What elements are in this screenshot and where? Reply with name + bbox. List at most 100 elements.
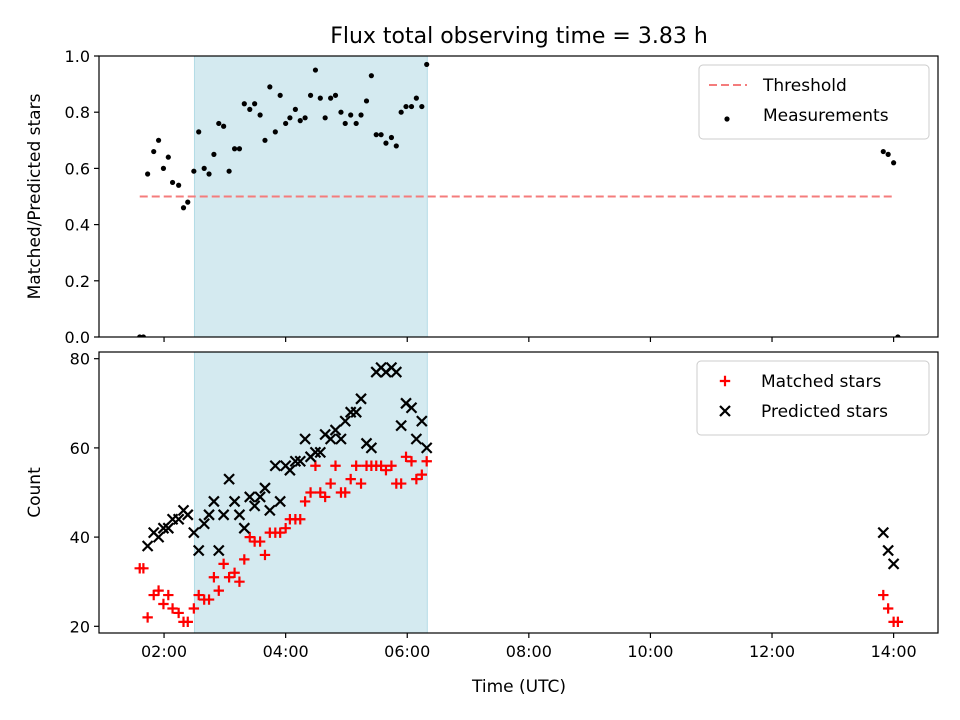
data-point	[229, 567, 240, 578]
data-point	[877, 526, 890, 539]
data-point	[395, 478, 407, 489]
legend-swatch	[724, 116, 730, 122]
data-point	[223, 473, 235, 485]
y-tick-label: 80	[70, 350, 90, 369]
data-point	[264, 504, 276, 517]
legend: Matched stars Predicted stars	[696, 360, 930, 436]
data-point	[238, 522, 251, 534]
data-point	[406, 456, 417, 467]
data-point	[153, 585, 164, 596]
legend-swatch	[719, 405, 731, 417]
data-point	[182, 616, 193, 628]
data-point	[163, 589, 174, 601]
data-point	[355, 478, 367, 489]
data-point	[299, 496, 311, 507]
data-point	[338, 109, 344, 115]
data-point	[280, 522, 291, 534]
data-point	[223, 572, 235, 583]
data-point	[398, 109, 404, 115]
data-point	[252, 101, 258, 107]
series-predicted-stars	[141, 361, 900, 570]
x-tick-label: 08:00	[506, 642, 552, 661]
data-point	[365, 442, 378, 454]
data-point	[228, 495, 241, 508]
data-point	[160, 165, 167, 171]
data-point	[248, 500, 261, 512]
x-tick-label: 10:00	[627, 642, 673, 661]
data-point	[211, 151, 217, 157]
data-point	[322, 115, 328, 121]
data-point	[188, 603, 200, 614]
data-point	[878, 589, 889, 601]
data-point	[201, 165, 207, 171]
data-point	[335, 433, 347, 445]
data-point	[254, 536, 266, 547]
data-point	[151, 148, 157, 155]
data-point	[155, 137, 162, 143]
data-point	[358, 112, 364, 118]
y-tick-label: 60	[70, 439, 90, 458]
data-point	[262, 137, 268, 143]
data-point	[408, 103, 415, 110]
y-tick-label: 20	[70, 617, 90, 636]
series-matched-stars	[134, 451, 904, 628]
data-point	[167, 603, 178, 614]
data-point	[257, 112, 263, 118]
data-point	[350, 460, 362, 471]
y-tick-label: 0.8	[65, 103, 90, 122]
data-point	[891, 160, 897, 166]
legend-box	[698, 64, 930, 140]
axes-frame	[98, 351, 939, 634]
data-point	[152, 531, 165, 543]
data-point	[274, 495, 286, 508]
data-point	[192, 544, 205, 557]
count-panel: 02:00 04:00 06:00 08:00 10:00 12:00 14:00 20 40 6…	[25, 350, 939, 661]
data-point	[380, 464, 392, 476]
data-point	[180, 205, 187, 211]
x-axis-label: Time (UTC)	[471, 677, 566, 697]
chart-title: Flux total observing time = 3.83 h	[330, 24, 708, 49]
legend-label: Measurements	[763, 106, 889, 126]
data-point	[243, 491, 256, 503]
y-tick-label: 0.6	[65, 159, 90, 178]
data-point	[198, 517, 210, 530]
data-point	[416, 469, 428, 480]
legend-label: Threshold	[762, 76, 847, 96]
data-point	[309, 446, 322, 459]
legend: Threshold Measurements	[698, 64, 930, 140]
data-point	[218, 558, 229, 570]
data-point	[305, 487, 316, 498]
data-point	[203, 509, 215, 521]
data-point	[259, 482, 271, 494]
data-point	[241, 101, 247, 107]
data-point	[283, 120, 289, 127]
y-tick-label: 0.2	[65, 272, 90, 291]
data-point	[277, 92, 283, 98]
data-point	[145, 171, 151, 177]
data-point	[208, 495, 220, 508]
data-point	[297, 118, 303, 124]
data-point	[203, 594, 215, 605]
data-point	[325, 478, 336, 489]
x-tick-label: 12:00	[749, 642, 795, 661]
data-point	[212, 544, 225, 557]
data-point	[284, 464, 296, 476]
data-point	[292, 106, 298, 112]
data-point	[892, 616, 904, 628]
data-point	[142, 612, 153, 623]
legend-label: Predicted stars	[761, 402, 888, 422]
data-point	[885, 151, 891, 157]
data-point	[196, 129, 202, 135]
data-point	[390, 366, 403, 378]
data-point	[181, 509, 194, 521]
legend-box	[696, 360, 930, 436]
data-point	[345, 473, 356, 485]
data-point	[158, 598, 169, 610]
data-point	[173, 607, 184, 619]
data-point	[348, 112, 354, 118]
data-point	[216, 120, 222, 127]
data-point	[882, 544, 894, 557]
data-point	[169, 179, 176, 186]
data-point	[393, 143, 399, 149]
